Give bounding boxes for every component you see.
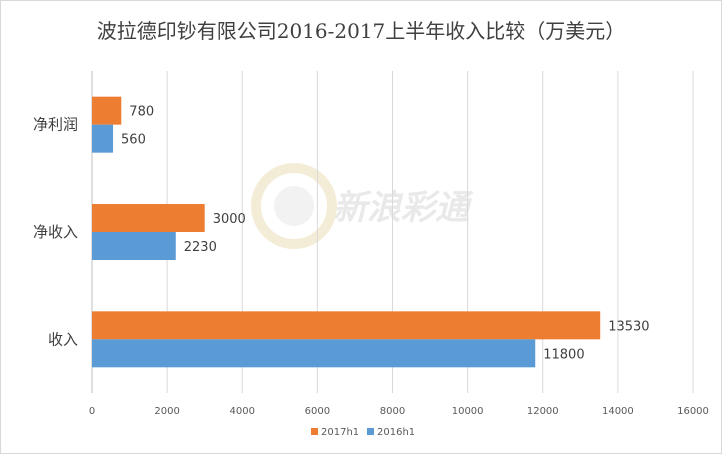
bar-2017h1 bbox=[92, 204, 205, 232]
x-tick-label: 2000 bbox=[154, 406, 179, 417]
data-label: 11800 bbox=[543, 347, 584, 362]
x-tick-label: 16000 bbox=[677, 406, 709, 417]
legend-label: 2016h1 bbox=[377, 427, 415, 438]
x-tick-label: 6000 bbox=[305, 406, 330, 417]
legend-swatch bbox=[367, 428, 374, 435]
bar-2017h1 bbox=[92, 96, 122, 125]
x-tick-label: 8000 bbox=[380, 406, 405, 417]
bar-2016h1 bbox=[92, 124, 114, 153]
category-label: 收入 bbox=[48, 330, 78, 348]
chart-title: 波拉德印钞有限公司2016-2017上半年收入比较（万美元） bbox=[96, 19, 626, 43]
watermark: 新浪彩通 bbox=[251, 163, 474, 249]
x-tick-label: 4000 bbox=[230, 406, 255, 417]
legend-label: 2017h1 bbox=[321, 427, 359, 438]
x-tick-label: 0 bbox=[89, 406, 95, 417]
bar-2016h1 bbox=[92, 232, 176, 260]
bar-2016h1 bbox=[92, 339, 536, 368]
data-label: 13530 bbox=[608, 319, 649, 334]
data-label: 560 bbox=[121, 133, 146, 148]
watermark-text: 新浪彩通 bbox=[333, 188, 474, 228]
x-tick-label: 10000 bbox=[452, 406, 484, 417]
data-label: 780 bbox=[129, 105, 154, 120]
category-label: 净收入 bbox=[33, 223, 78, 241]
x-tick-label: 12000 bbox=[527, 406, 559, 417]
legend-swatch bbox=[311, 428, 318, 435]
x-tick-label: 14000 bbox=[602, 406, 634, 417]
data-label: 2230 bbox=[184, 240, 217, 255]
watermark-logo-ring bbox=[251, 163, 337, 249]
bar-2017h1 bbox=[92, 311, 601, 340]
watermark-logo-core bbox=[274, 186, 314, 226]
category-label: 净利润 bbox=[33, 116, 78, 134]
data-label: 3000 bbox=[213, 212, 246, 227]
